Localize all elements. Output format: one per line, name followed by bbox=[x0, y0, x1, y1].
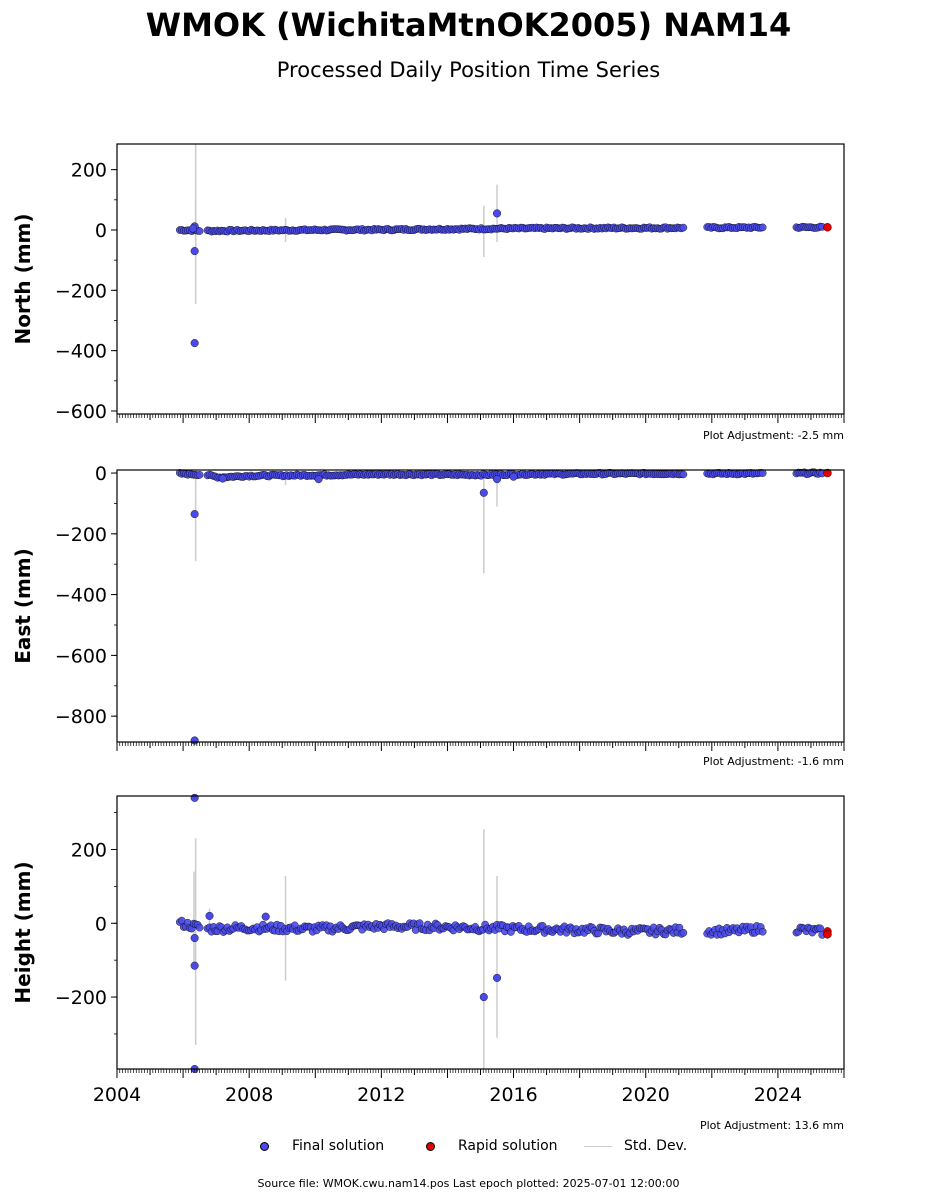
outlier-point bbox=[190, 793, 199, 802]
rapid-solution-point bbox=[823, 930, 832, 939]
x-tick-label: 2024 bbox=[754, 1084, 802, 1106]
y-axis-label: East (mm) bbox=[11, 548, 35, 664]
y-tick-label: −800 bbox=[55, 706, 107, 728]
outlier-point bbox=[261, 912, 270, 921]
y-axis-label: North (mm) bbox=[11, 213, 35, 344]
plot-frame bbox=[116, 143, 845, 415]
legend-rapid-label: Rapid solution bbox=[458, 1138, 558, 1154]
east-plot-adjustment: Plot Adjustment: -1.6 mm bbox=[703, 755, 844, 768]
y-tick-label: −200 bbox=[55, 280, 107, 302]
final-solution-points bbox=[175, 468, 826, 745]
plot-frame bbox=[116, 469, 845, 743]
outlier-point bbox=[190, 247, 199, 256]
outlier-point bbox=[509, 472, 518, 481]
final-solution-points bbox=[175, 209, 826, 348]
y-tick-label: −400 bbox=[55, 585, 107, 607]
y-tick-label: −600 bbox=[55, 401, 107, 423]
source-footer: Source file: WMOK.cwu.nam14.pos Last epo… bbox=[257, 1177, 680, 1190]
outlier-point bbox=[190, 961, 199, 970]
outlier-point bbox=[190, 934, 199, 943]
y-tick-label: 200 bbox=[71, 160, 107, 182]
y-tick-label: 0 bbox=[95, 913, 107, 935]
outlier-point bbox=[190, 339, 199, 348]
y-tick-label: −600 bbox=[55, 645, 107, 667]
outlier-point bbox=[493, 209, 502, 218]
y-tick-label: −200 bbox=[55, 524, 107, 546]
outlier-point bbox=[190, 510, 199, 519]
y-tick-label: 0 bbox=[95, 220, 107, 242]
outlier-point bbox=[189, 224, 198, 233]
x-tick-label: 2016 bbox=[489, 1084, 537, 1106]
rapid-solution-point bbox=[823, 223, 832, 232]
legend-final: Final solution bbox=[252, 1138, 384, 1154]
chart-subtitle: Processed Daily Position Time Series bbox=[276, 58, 661, 82]
data-point bbox=[195, 471, 204, 479]
y-tick-label: 0 bbox=[95, 463, 107, 485]
y-tick-label: 200 bbox=[71, 839, 107, 861]
chart-title: WMOK (WichitaMtnOK2005) NAM14 bbox=[145, 6, 792, 44]
data-point bbox=[679, 223, 688, 232]
std-dev-line-icon bbox=[584, 1138, 612, 1154]
legend-rapid: Rapid solution bbox=[418, 1138, 558, 1154]
outlier-point bbox=[479, 993, 488, 1002]
rapid-solution-point bbox=[823, 468, 832, 478]
final-solution-points bbox=[175, 793, 826, 1073]
outlier-point bbox=[205, 911, 214, 920]
legend-std-label: Std. Dev. bbox=[624, 1138, 688, 1154]
x-tick-label: 2012 bbox=[357, 1084, 405, 1106]
panel-2: 200 0 −200 2004 2008 2012 2016 2020 2024 Height (… bbox=[11, 793, 845, 1106]
height-plot-adjustment: Plot Adjustment: 13.6 mm bbox=[699, 1119, 844, 1132]
outlier-point bbox=[493, 973, 502, 982]
legend-std: Std. Dev. bbox=[584, 1138, 687, 1154]
outlier-point bbox=[314, 475, 323, 484]
y-tick-label: −400 bbox=[55, 341, 107, 363]
panel-0: 200 0 −200 −400 −600 North (mm) bbox=[11, 143, 845, 423]
rapid-solution-marker-icon bbox=[418, 1138, 442, 1154]
data-point bbox=[679, 928, 688, 937]
y-axis-label: Height (mm) bbox=[11, 861, 35, 1003]
legend-final-label: Final solution bbox=[292, 1138, 385, 1154]
outlier-point bbox=[493, 475, 502, 484]
legend: Final solution Rapid solution Std. Dev. bbox=[0, 1138, 937, 1158]
x-tick-label: 2008 bbox=[225, 1084, 273, 1106]
y-tick-label: −200 bbox=[55, 987, 107, 1009]
data-point bbox=[758, 223, 767, 232]
panel-1: 0 −200 −400 −600 −800 East (mm) bbox=[11, 463, 845, 751]
outlier-point bbox=[479, 488, 488, 497]
outlier-point bbox=[218, 474, 227, 483]
data-point bbox=[195, 923, 204, 932]
outlier-point bbox=[190, 736, 199, 745]
x-tick-label: 2004 bbox=[93, 1084, 141, 1106]
final-solution-marker-icon bbox=[252, 1138, 276, 1154]
north-plot-adjustment: Plot Adjustment: -2.5 mm bbox=[703, 429, 844, 442]
data-point bbox=[679, 470, 688, 479]
x-tick-label: 2020 bbox=[622, 1084, 670, 1106]
data-point bbox=[816, 924, 825, 933]
data-point bbox=[758, 927, 767, 936]
